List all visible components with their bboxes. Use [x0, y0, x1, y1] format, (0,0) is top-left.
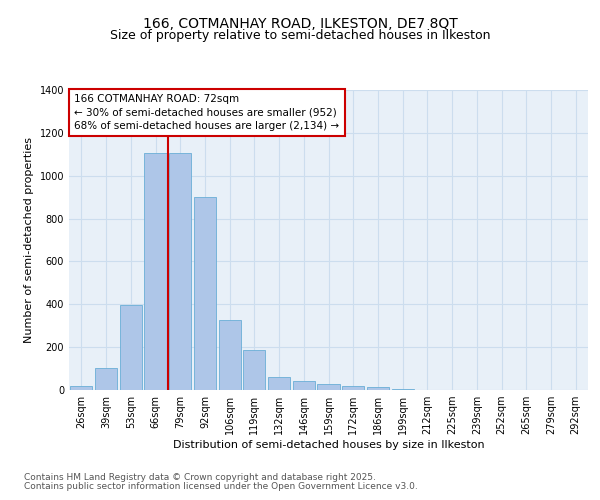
Text: 166 COTMANHAY ROAD: 72sqm
← 30% of semi-detached houses are smaller (952)
68% of: 166 COTMANHAY ROAD: 72sqm ← 30% of semi-…	[74, 94, 340, 131]
Text: Size of property relative to semi-detached houses in Ilkeston: Size of property relative to semi-detach…	[110, 28, 490, 42]
Bar	[293, 382, 315, 390]
Bar	[317, 384, 340, 390]
Bar	[145, 153, 167, 390]
Bar	[268, 377, 290, 390]
Bar	[367, 388, 389, 390]
Bar	[392, 389, 414, 390]
Y-axis label: Number of semi-detached properties: Number of semi-detached properties	[24, 137, 34, 343]
Text: Contains public sector information licensed under the Open Government Licence v3: Contains public sector information licen…	[24, 482, 418, 491]
Text: 166, COTMANHAY ROAD, ILKESTON, DE7 8QT: 166, COTMANHAY ROAD, ILKESTON, DE7 8QT	[143, 18, 457, 32]
Bar	[342, 386, 364, 390]
Bar	[119, 306, 142, 390]
Bar	[218, 320, 241, 390]
X-axis label: Distribution of semi-detached houses by size in Ilkeston: Distribution of semi-detached houses by …	[173, 440, 484, 450]
Bar	[70, 386, 92, 390]
Bar	[194, 197, 216, 390]
Bar	[95, 368, 117, 390]
Bar	[243, 350, 265, 390]
Bar	[169, 153, 191, 390]
Text: Contains HM Land Registry data © Crown copyright and database right 2025.: Contains HM Land Registry data © Crown c…	[24, 472, 376, 482]
